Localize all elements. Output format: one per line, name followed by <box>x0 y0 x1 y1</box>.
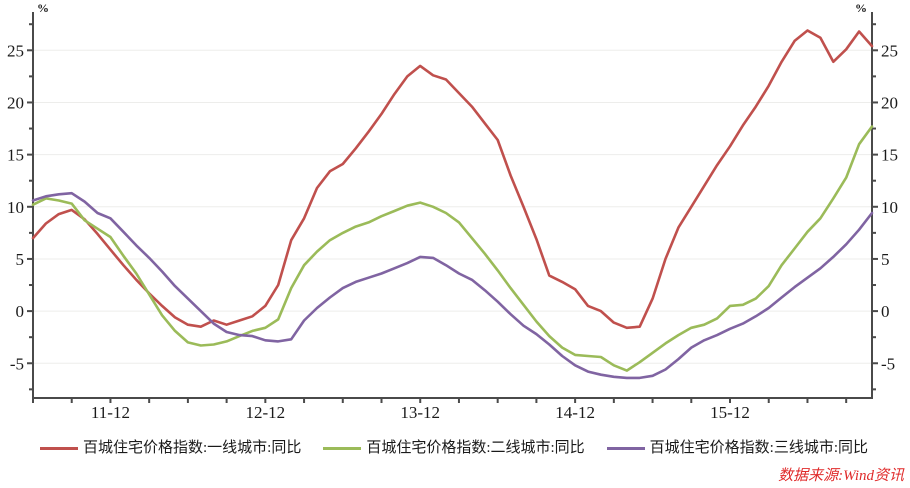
y-axis-label-left: 25 <box>7 41 24 60</box>
x-axis-label: 15-12 <box>710 403 750 422</box>
x-axis-label: 11-12 <box>91 403 130 422</box>
y-axis-label-left: 15 <box>7 146 24 165</box>
x-axis-label: 12-12 <box>246 403 286 422</box>
y-axis-unit-left: % <box>37 1 49 15</box>
x-axis-label: 13-12 <box>400 403 440 422</box>
tier1-line-swatch <box>40 446 78 450</box>
y-axis-label-left: 5 <box>16 250 25 269</box>
data-source-watermark: 数据来源:Wind资讯 <box>778 468 904 484</box>
tier3-line-swatch <box>606 446 645 450</box>
y-axis-label-right: 20 <box>881 93 898 112</box>
y-axis-label-right: 15 <box>881 146 898 165</box>
legend-label-tier2: 百城住宅价格指数:二线城市:同比 <box>366 440 585 456</box>
x-axis-label: 14-12 <box>555 403 595 422</box>
legend-label-tier1: 百城住宅价格指数:一线城市:同比 <box>83 440 302 456</box>
y-axis-label-left: 20 <box>7 93 24 112</box>
series-line-2 <box>31 125 874 372</box>
y-axis-label-right: 5 <box>881 250 890 269</box>
legend-item-tier3: 百城住宅价格指数:三线城市:同比 <box>606 438 868 458</box>
legend-item-tier1: 百城住宅价格指数:一线城市:同比 <box>40 438 301 458</box>
y-axis-label-right: 10 <box>881 198 898 217</box>
y-axis-label-right: 0 <box>881 302 890 321</box>
y-axis-label-right: 25 <box>881 41 898 60</box>
legend-label-tier3: 百城住宅价格指数:三线城市:同比 <box>649 440 868 456</box>
chart-legend: 百城住宅价格指数:一线城市:同比 百城住宅价格指数:二线城市:同比 百城住宅价格… <box>40 438 868 458</box>
y-axis-unit-right: % <box>855 1 867 15</box>
y-axis-label-right: -5 <box>881 354 895 373</box>
series-line-1 <box>31 29 874 330</box>
y-axis-label-left: 0 <box>16 302 25 321</box>
tier2-line-swatch <box>323 446 362 450</box>
y-axis-label-left: 10 <box>7 198 24 217</box>
legend-item-tier2: 百城住宅价格指数:二线城市:同比 <box>323 438 585 458</box>
series-line-3 <box>31 191 874 380</box>
y-axis-label-left: -5 <box>10 354 24 373</box>
